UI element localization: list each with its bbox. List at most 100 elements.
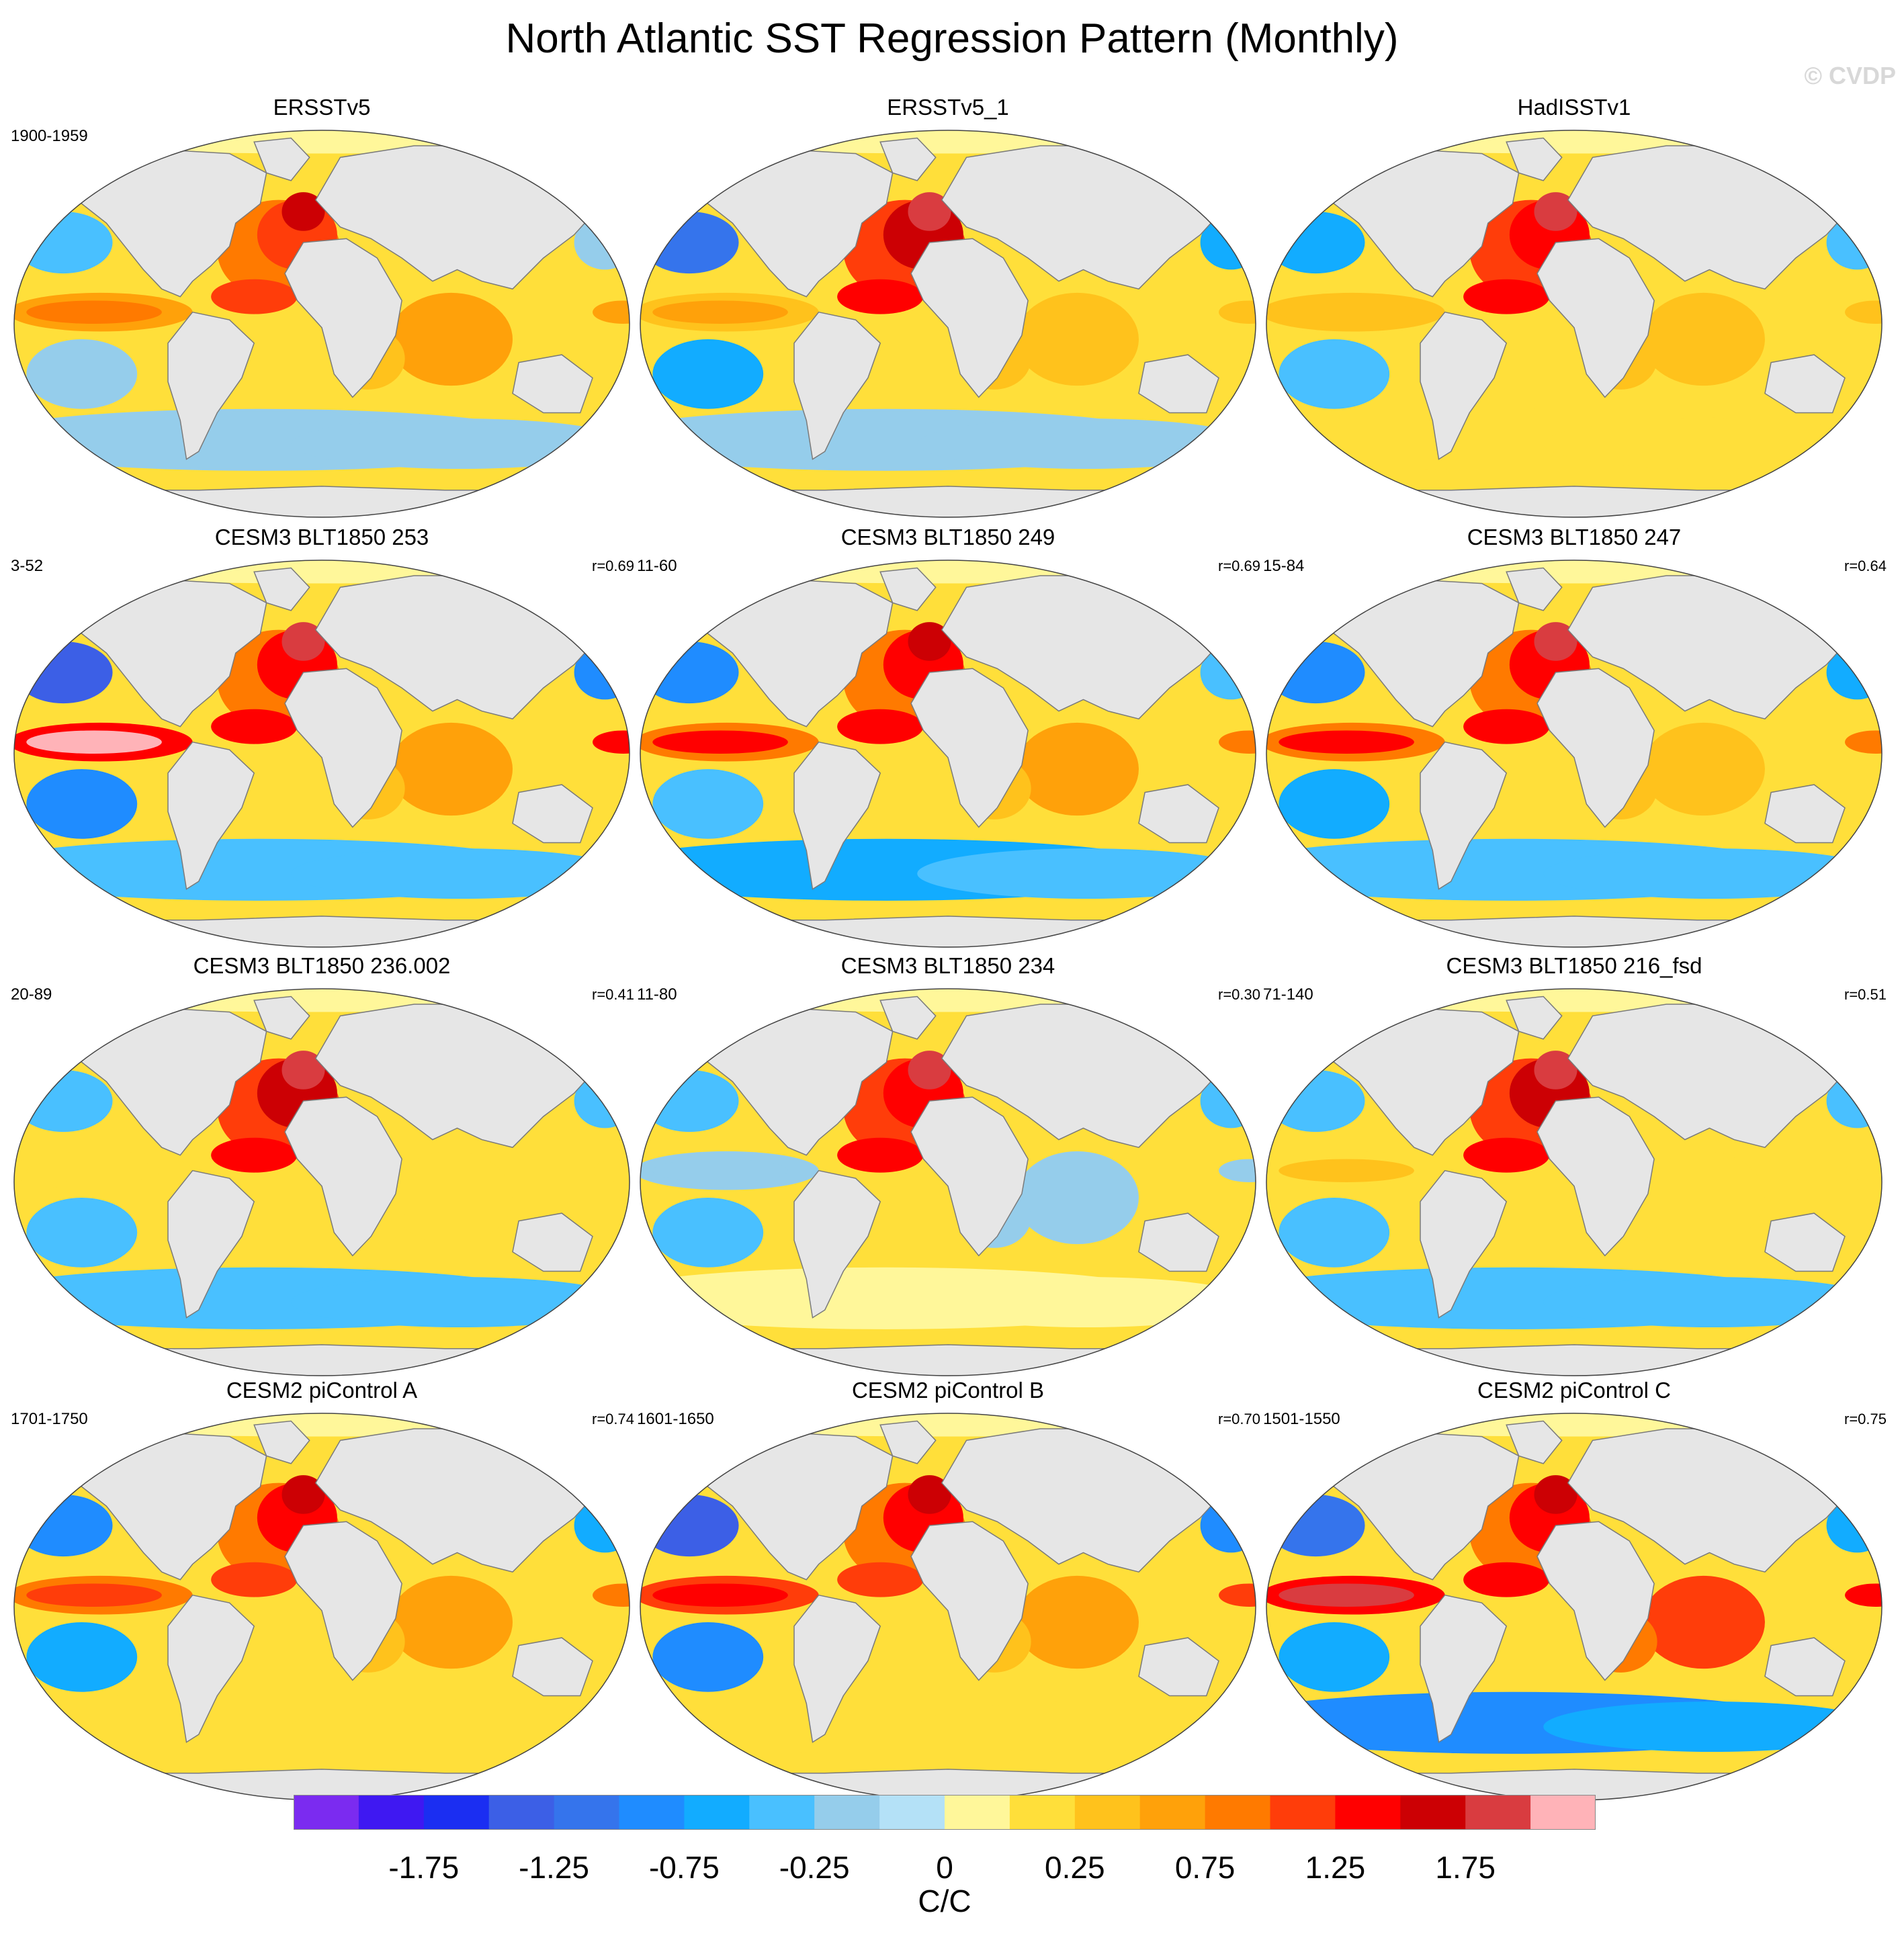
- panel-title: CESM2 piControl A: [226, 1378, 418, 1403]
- west-pacific-anomaly: [1219, 1159, 1256, 1183]
- south-pacific-anomaly: [652, 1198, 764, 1268]
- land-south-america: [167, 311, 255, 460]
- west-pacific-anomaly: [1845, 1583, 1882, 1607]
- figure-title: North Atlantic SST Regression Pattern (M…: [505, 15, 1399, 62]
- panel-title: CESM3 BLT1850 247: [1467, 525, 1682, 549]
- land-africa: [1537, 668, 1655, 828]
- south-pacific-anomaly: [652, 339, 764, 409]
- land-north-america: [69, 1432, 267, 1581]
- map-border: [13, 130, 630, 518]
- land-greenland: [1506, 137, 1563, 181]
- north-atlantic-anomaly-core: [282, 1475, 325, 1514]
- panel-pattern-correlation: r=0.64: [1844, 558, 1887, 574]
- north-atlantic-anomaly-core: [282, 622, 325, 661]
- land-africa: [910, 668, 1029, 828]
- land-south-america: [1420, 1169, 1508, 1319]
- southern-ocean-anomaly-east: [291, 418, 630, 469]
- panel-title: CESM2 piControl B: [851, 1378, 1045, 1403]
- land-north-america: [1321, 579, 1520, 727]
- land-australia: [1138, 1212, 1219, 1272]
- robinson-map: [13, 560, 630, 948]
- south-pacific-anomaly: [26, 1622, 138, 1692]
- land-antarctica: [75, 1344, 568, 1376]
- colorbar-swatch: [1335, 1795, 1401, 1830]
- panel-pattern-correlation: r=0.69: [592, 558, 634, 574]
- map-border: [1266, 988, 1883, 1376]
- tropical-atlantic-anomaly: [837, 709, 924, 744]
- colorbar-tick-label: -1.75: [388, 1850, 460, 1885]
- colorbar-swatch: [1009, 1795, 1076, 1830]
- colorbar-swatch: [1139, 1795, 1206, 1830]
- tropical-atlantic-anomaly: [211, 1562, 298, 1597]
- land-south-america: [793, 1594, 881, 1743]
- land-south-america: [793, 1169, 881, 1319]
- colorbar-swatches: [294, 1795, 1596, 1830]
- panel-years: 3-52: [11, 557, 44, 575]
- west-pacific-anomaly: [593, 1159, 630, 1183]
- cvdp-watermark: © CVDP: [1804, 62, 1896, 89]
- south-pacific-anomaly: [26, 339, 138, 409]
- arctic-band: [640, 1413, 1256, 1437]
- colorbar-swatch: [1074, 1795, 1141, 1830]
- south-pacific-anomaly: [652, 1622, 764, 1692]
- map-panel: CESM2 piControl A 1701-1750 r=0.74: [9, 1377, 634, 1807]
- indian-ocean-anomaly: [1015, 1575, 1139, 1669]
- land-africa: [284, 668, 402, 828]
- map-border: [640, 130, 1256, 518]
- colorbar-swatch: [1205, 1795, 1270, 1830]
- arctic-band: [640, 130, 1256, 154]
- land-south-america: [1420, 741, 1508, 890]
- arctic-band: [14, 560, 630, 584]
- south-pacific-anomaly: [652, 769, 764, 839]
- indian-ocean-anomaly: [389, 1151, 513, 1245]
- north-atlantic-anomaly-core: [282, 1051, 325, 1090]
- land-australia: [1764, 784, 1846, 844]
- map-border: [640, 988, 1256, 1376]
- colorbar-tick-label: -0.75: [648, 1850, 720, 1885]
- map-border: [640, 560, 1256, 948]
- arctic-band: [1266, 130, 1882, 154]
- tropical-pacific-anomaly-core: [652, 300, 788, 324]
- map-panel: CESM3 BLT1850 236.002 20-89 r=0.41: [9, 953, 634, 1382]
- sst-field: [1266, 1413, 1882, 1800]
- robinson-map: [1266, 988, 1883, 1376]
- robinson-map: [13, 988, 630, 1376]
- colorbar-swatch: [814, 1795, 880, 1830]
- land-greenland: [1506, 567, 1563, 611]
- colorbar-frame: [294, 1795, 1596, 1830]
- panel-pattern-correlation: r=0.75: [1844, 1411, 1887, 1427]
- southern-ocean-anomaly-east: [291, 1701, 630, 1752]
- land-north-america: [1321, 1008, 1520, 1156]
- land-north-america: [695, 1008, 894, 1156]
- tropical-pacific-anomaly-core: [1279, 1583, 1414, 1607]
- tropical-pacific-anomaly-core: [652, 1583, 788, 1607]
- colorbar-swatch: [488, 1795, 555, 1830]
- tropical-atlantic-anomaly: [1463, 709, 1550, 744]
- arctic-band: [640, 989, 1256, 1012]
- panel-title: CESM3 BLT1850 249: [840, 525, 1055, 549]
- land-greenland: [879, 137, 937, 181]
- tropical-atlantic-anomaly: [837, 1562, 924, 1597]
- panel-years: 15-84: [1263, 557, 1305, 575]
- arctic-band: [640, 560, 1256, 584]
- land-australia: [1764, 1637, 1846, 1697]
- land-south-america: [1420, 311, 1508, 460]
- land-africa: [910, 238, 1029, 398]
- panel-title: CESM3 BLT1850 253: [214, 525, 429, 549]
- colorbar-swatch: [1400, 1795, 1466, 1830]
- tropical-pacific-anomaly-core: [652, 1159, 788, 1182]
- land-north-america: [69, 1008, 267, 1156]
- land-north-america: [695, 149, 894, 298]
- sst-field: [640, 1413, 1256, 1800]
- sst-field: [14, 1413, 630, 1800]
- southern-ocean-anomaly-east: [291, 848, 630, 899]
- land-south-america: [167, 1169, 255, 1319]
- colorbar-swatch: [684, 1795, 750, 1830]
- colorbar: -1.75 -1.25 -0.75 -0.25 0 0.25 0.75 1.25 1.75 C/…: [294, 1795, 1596, 1918]
- sst-field: [14, 989, 630, 1376]
- land-mask: [69, 137, 600, 517]
- west-pacific-anomaly: [593, 730, 630, 754]
- land-north-america: [1321, 1432, 1520, 1581]
- north-atlantic-anomaly-core: [908, 622, 951, 661]
- arctic-band: [1266, 560, 1882, 584]
